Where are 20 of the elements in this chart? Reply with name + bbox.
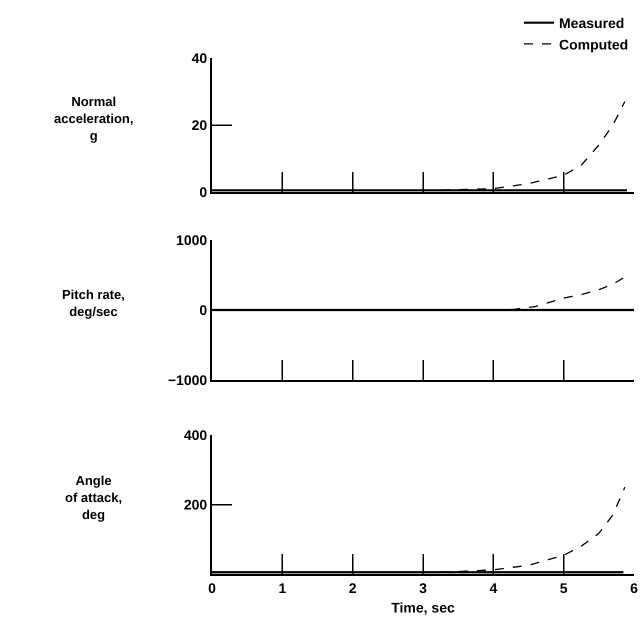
x-tick-label: 3 [419, 580, 428, 596]
y-tick-label: 200 [184, 496, 208, 512]
y-axis-title: Normal acceleration, g [54, 94, 134, 143]
y-tick-label: 0 [199, 184, 208, 200]
y-tick-label: 400 [184, 426, 208, 443]
x-tick-label: 4 [489, 580, 498, 596]
x-tick-label: 6 [630, 580, 638, 596]
legend-label: Measured [559, 15, 624, 32]
y-axis-title: Pitch rate, deg/sec [62, 287, 125, 319]
y-tick-label: 40 [192, 50, 208, 66]
y-tick-label: 1000 [176, 232, 208, 248]
y-tick-label: 20 [192, 116, 208, 133]
y-tick-label: −1000 [168, 372, 208, 388]
x-tick-label: 2 [348, 580, 357, 596]
y-tick-label: 0 [199, 302, 208, 318]
y-axis-title: Angle of attack, deg [65, 473, 122, 522]
x-axis-title: Time, sec [391, 600, 455, 616]
x-tick-label: 1 [278, 580, 286, 596]
legend-label: Computed [559, 36, 628, 52]
x-tick-label: 5 [560, 580, 568, 596]
